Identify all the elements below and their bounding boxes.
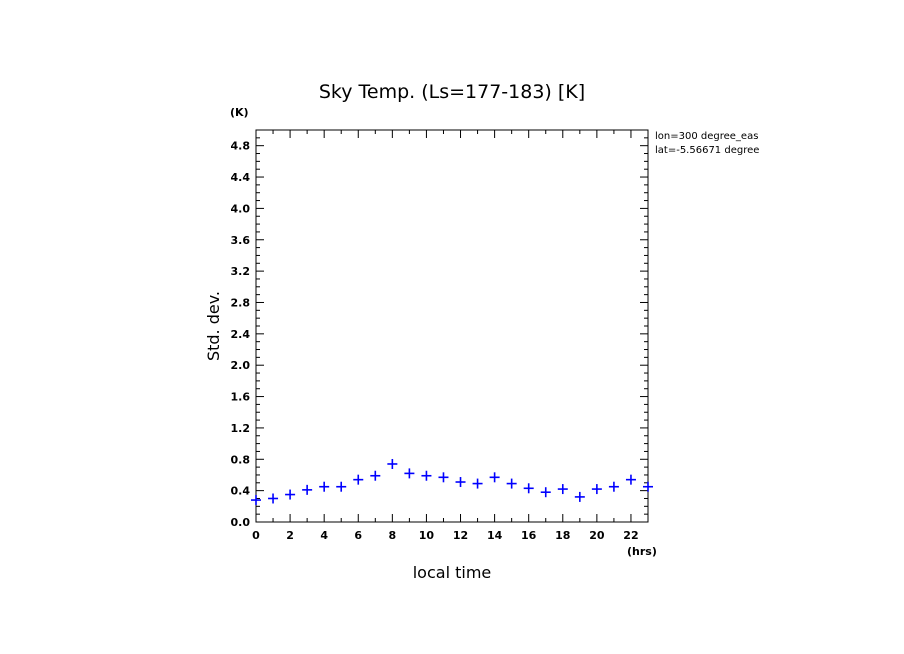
data-point — [591, 484, 602, 495]
data-points — [251, 458, 653, 506]
data-point — [472, 478, 483, 489]
y-tick-label: 1.6 — [231, 391, 251, 404]
y-axis-unit: (K) — [230, 106, 249, 119]
x-axis-label: local time — [413, 563, 492, 582]
y-tick-label: 4.0 — [231, 202, 251, 215]
data-point — [319, 481, 330, 492]
tick-marks — [255, 129, 649, 523]
annotation-lon: lon=300 degree_eas — [655, 131, 758, 142]
y-tick-label: 3.6 — [231, 234, 251, 247]
y-tick-label: 3.2 — [231, 265, 251, 278]
x-tick-label: 4 — [320, 529, 328, 542]
data-point — [608, 481, 619, 492]
data-point — [285, 489, 296, 500]
x-tick-label: 6 — [354, 529, 362, 542]
data-point — [489, 472, 500, 483]
y-tick-label: 2.4 — [231, 328, 251, 341]
chart-title: Sky Temp. (Ls=177-183) [K] — [319, 81, 585, 103]
plot-frame — [255, 129, 649, 523]
data-point — [370, 470, 381, 481]
data-point — [557, 484, 568, 495]
data-point — [540, 487, 551, 498]
data-point — [302, 484, 313, 495]
x-tick-label: 18 — [555, 529, 570, 542]
y-tick-label: 2.8 — [231, 296, 251, 309]
y-tick-label: 4.4 — [231, 171, 251, 184]
x-axis-unit: (hrs) — [627, 545, 657, 558]
x-tick-label: 16 — [521, 529, 537, 542]
x-tick-label: 0 — [252, 529, 260, 542]
axes — [255, 129, 649, 523]
data-point — [387, 458, 398, 469]
data-point — [643, 481, 653, 492]
y-tick-label: 4.8 — [231, 140, 251, 153]
data-point — [404, 468, 415, 479]
data-point — [574, 491, 585, 502]
x-tick-label: 22 — [623, 529, 638, 542]
data-point — [523, 483, 534, 494]
data-point — [625, 474, 636, 485]
data-point — [336, 481, 347, 492]
x-tick-label: 12 — [453, 529, 468, 542]
x-tick-label: 10 — [419, 529, 435, 542]
data-point — [251, 495, 261, 506]
x-tick-label: 8 — [389, 529, 397, 542]
x-tick-label: 2 — [286, 529, 294, 542]
y-tick-label: 0.4 — [231, 485, 251, 498]
y-tick-label: 1.2 — [231, 422, 251, 435]
y-axis-label: Std. dev. — [204, 291, 223, 361]
y-tick-label: 0.0 — [231, 516, 251, 529]
annotation-lat: lat=-5.56671 degree — [655, 145, 759, 156]
x-tick-label: 14 — [487, 529, 503, 542]
data-point — [506, 478, 517, 489]
y-tick-label: 0.8 — [231, 453, 251, 466]
data-point — [438, 472, 449, 483]
y-tick-label: 2.0 — [231, 359, 251, 372]
data-point — [268, 493, 279, 504]
data-point — [421, 470, 432, 481]
data-point — [353, 474, 364, 485]
tick-labels: 0.0 0.4 0.8 1.2 1.6 2.0 2.4 2.8 3.2 3.6 4.0 4.4 4.8 0… — [231, 140, 639, 542]
x-tick-label: 20 — [589, 529, 605, 542]
data-point — [455, 477, 466, 488]
